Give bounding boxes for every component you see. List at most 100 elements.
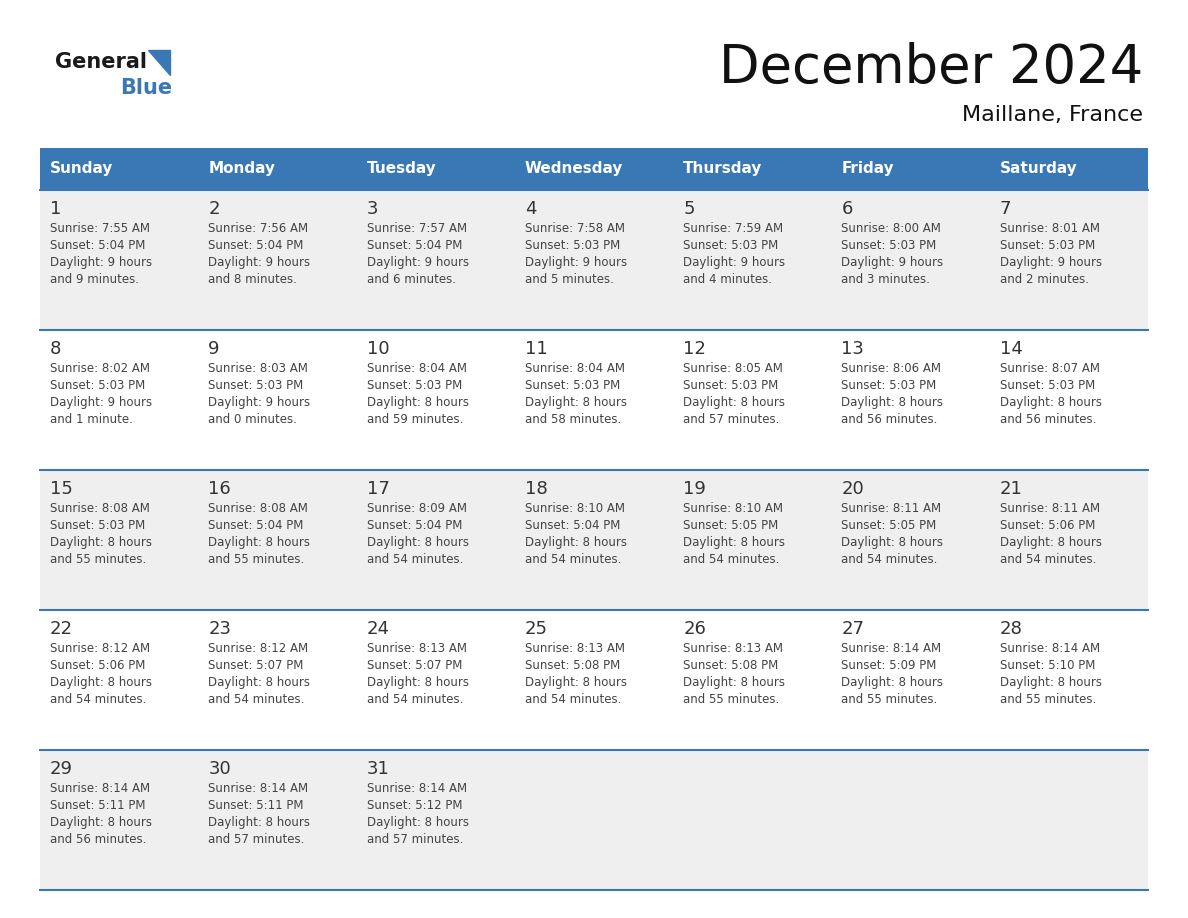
Text: Sunrise: 8:06 AM: Sunrise: 8:06 AM xyxy=(841,362,941,375)
Text: Daylight: 9 hours: Daylight: 9 hours xyxy=(208,256,310,269)
Text: 14: 14 xyxy=(1000,340,1023,358)
Text: General: General xyxy=(55,52,147,72)
Text: Daylight: 8 hours: Daylight: 8 hours xyxy=(683,536,785,549)
Text: Sunrise: 7:55 AM: Sunrise: 7:55 AM xyxy=(50,222,150,235)
Text: 30: 30 xyxy=(208,760,230,778)
Text: Sunrise: 8:01 AM: Sunrise: 8:01 AM xyxy=(1000,222,1100,235)
Text: and 57 minutes.: and 57 minutes. xyxy=(367,833,463,846)
Text: Sunday: Sunday xyxy=(50,162,113,176)
Text: Sunrise: 7:59 AM: Sunrise: 7:59 AM xyxy=(683,222,783,235)
Text: and 55 minutes.: and 55 minutes. xyxy=(208,553,304,566)
Text: and 5 minutes.: and 5 minutes. xyxy=(525,273,614,286)
Text: Daylight: 8 hours: Daylight: 8 hours xyxy=(1000,396,1101,409)
Text: Daylight: 8 hours: Daylight: 8 hours xyxy=(683,396,785,409)
Text: Daylight: 8 hours: Daylight: 8 hours xyxy=(841,676,943,689)
Text: 27: 27 xyxy=(841,620,865,638)
Text: 6: 6 xyxy=(841,200,853,218)
Text: 25: 25 xyxy=(525,620,548,638)
Text: Friday: Friday xyxy=(841,162,895,176)
Text: Sunrise: 8:02 AM: Sunrise: 8:02 AM xyxy=(50,362,150,375)
Text: 13: 13 xyxy=(841,340,865,358)
Text: and 55 minutes.: and 55 minutes. xyxy=(1000,693,1097,706)
Text: December 2024: December 2024 xyxy=(719,42,1143,94)
Text: and 56 minutes.: and 56 minutes. xyxy=(1000,413,1097,426)
Text: Sunrise: 8:13 AM: Sunrise: 8:13 AM xyxy=(683,642,783,655)
Text: 15: 15 xyxy=(50,480,72,498)
Text: Sunset: 5:05 PM: Sunset: 5:05 PM xyxy=(683,519,778,532)
Text: and 54 minutes.: and 54 minutes. xyxy=(841,553,937,566)
Text: 16: 16 xyxy=(208,480,230,498)
Text: Daylight: 8 hours: Daylight: 8 hours xyxy=(50,676,152,689)
Text: and 1 minute.: and 1 minute. xyxy=(50,413,133,426)
Text: and 54 minutes.: and 54 minutes. xyxy=(208,693,304,706)
Text: Sunrise: 8:11 AM: Sunrise: 8:11 AM xyxy=(1000,502,1100,515)
Text: Sunset: 5:05 PM: Sunset: 5:05 PM xyxy=(841,519,936,532)
Text: and 58 minutes.: and 58 minutes. xyxy=(525,413,621,426)
Bar xyxy=(514,148,674,190)
Text: 29: 29 xyxy=(50,760,72,778)
Text: Maillane, France: Maillane, France xyxy=(962,105,1143,125)
Text: 2: 2 xyxy=(208,200,220,218)
Text: Daylight: 8 hours: Daylight: 8 hours xyxy=(367,536,468,549)
Text: and 54 minutes.: and 54 minutes. xyxy=(683,553,779,566)
Text: and 3 minutes.: and 3 minutes. xyxy=(841,273,930,286)
Text: Daylight: 9 hours: Daylight: 9 hours xyxy=(208,396,310,409)
Text: Daylight: 9 hours: Daylight: 9 hours xyxy=(50,396,152,409)
Text: and 54 minutes.: and 54 minutes. xyxy=(367,693,463,706)
Text: Sunset: 5:09 PM: Sunset: 5:09 PM xyxy=(841,659,937,672)
Text: 17: 17 xyxy=(367,480,390,498)
Bar xyxy=(990,148,1148,190)
Text: Sunrise: 8:04 AM: Sunrise: 8:04 AM xyxy=(367,362,467,375)
Text: 4: 4 xyxy=(525,200,536,218)
Text: Sunset: 5:03 PM: Sunset: 5:03 PM xyxy=(683,239,778,252)
Text: 9: 9 xyxy=(208,340,220,358)
Text: Sunrise: 7:58 AM: Sunrise: 7:58 AM xyxy=(525,222,625,235)
Text: Sunset: 5:04 PM: Sunset: 5:04 PM xyxy=(367,519,462,532)
Text: Sunrise: 8:14 AM: Sunrise: 8:14 AM xyxy=(841,642,942,655)
Text: Sunrise: 8:04 AM: Sunrise: 8:04 AM xyxy=(525,362,625,375)
Bar xyxy=(356,148,514,190)
Text: Sunset: 5:03 PM: Sunset: 5:03 PM xyxy=(50,519,145,532)
Text: and 55 minutes.: and 55 minutes. xyxy=(50,553,146,566)
Bar xyxy=(40,470,1148,610)
Text: Wednesday: Wednesday xyxy=(525,162,624,176)
Text: Sunset: 5:03 PM: Sunset: 5:03 PM xyxy=(208,379,304,392)
Text: Sunset: 5:03 PM: Sunset: 5:03 PM xyxy=(525,379,620,392)
Text: Sunrise: 8:08 AM: Sunrise: 8:08 AM xyxy=(50,502,150,515)
Text: Sunrise: 8:10 AM: Sunrise: 8:10 AM xyxy=(683,502,783,515)
Text: and 56 minutes.: and 56 minutes. xyxy=(841,413,937,426)
Text: Daylight: 8 hours: Daylight: 8 hours xyxy=(1000,676,1101,689)
Text: Daylight: 8 hours: Daylight: 8 hours xyxy=(841,536,943,549)
Text: Sunrise: 8:14 AM: Sunrise: 8:14 AM xyxy=(1000,642,1100,655)
Text: Daylight: 8 hours: Daylight: 8 hours xyxy=(208,536,310,549)
Text: 10: 10 xyxy=(367,340,390,358)
Text: Sunrise: 7:56 AM: Sunrise: 7:56 AM xyxy=(208,222,309,235)
Text: Sunrise: 8:05 AM: Sunrise: 8:05 AM xyxy=(683,362,783,375)
Text: Sunset: 5:03 PM: Sunset: 5:03 PM xyxy=(1000,379,1095,392)
Text: and 57 minutes.: and 57 minutes. xyxy=(208,833,304,846)
Text: Sunset: 5:04 PM: Sunset: 5:04 PM xyxy=(50,239,145,252)
Text: Sunrise: 8:07 AM: Sunrise: 8:07 AM xyxy=(1000,362,1100,375)
Text: and 54 minutes.: and 54 minutes. xyxy=(525,553,621,566)
Text: and 9 minutes.: and 9 minutes. xyxy=(50,273,139,286)
Text: Blue: Blue xyxy=(120,78,172,98)
Text: and 54 minutes.: and 54 minutes. xyxy=(50,693,146,706)
Text: Tuesday: Tuesday xyxy=(367,162,436,176)
Text: and 8 minutes.: and 8 minutes. xyxy=(208,273,297,286)
Text: Sunset: 5:03 PM: Sunset: 5:03 PM xyxy=(841,379,936,392)
Text: Daylight: 9 hours: Daylight: 9 hours xyxy=(525,256,627,269)
Text: Sunset: 5:12 PM: Sunset: 5:12 PM xyxy=(367,799,462,812)
Text: Daylight: 8 hours: Daylight: 8 hours xyxy=(367,816,468,829)
Text: and 2 minutes.: and 2 minutes. xyxy=(1000,273,1088,286)
Text: 18: 18 xyxy=(525,480,548,498)
Bar xyxy=(40,330,1148,470)
Text: Sunrise: 8:03 AM: Sunrise: 8:03 AM xyxy=(208,362,308,375)
Text: Sunset: 5:11 PM: Sunset: 5:11 PM xyxy=(50,799,145,812)
Text: Daylight: 8 hours: Daylight: 8 hours xyxy=(208,676,310,689)
Text: Saturday: Saturday xyxy=(1000,162,1078,176)
Text: 19: 19 xyxy=(683,480,706,498)
Text: Sunset: 5:08 PM: Sunset: 5:08 PM xyxy=(683,659,778,672)
Text: Daylight: 9 hours: Daylight: 9 hours xyxy=(683,256,785,269)
Text: Daylight: 9 hours: Daylight: 9 hours xyxy=(1000,256,1101,269)
Text: Sunset: 5:06 PM: Sunset: 5:06 PM xyxy=(1000,519,1095,532)
